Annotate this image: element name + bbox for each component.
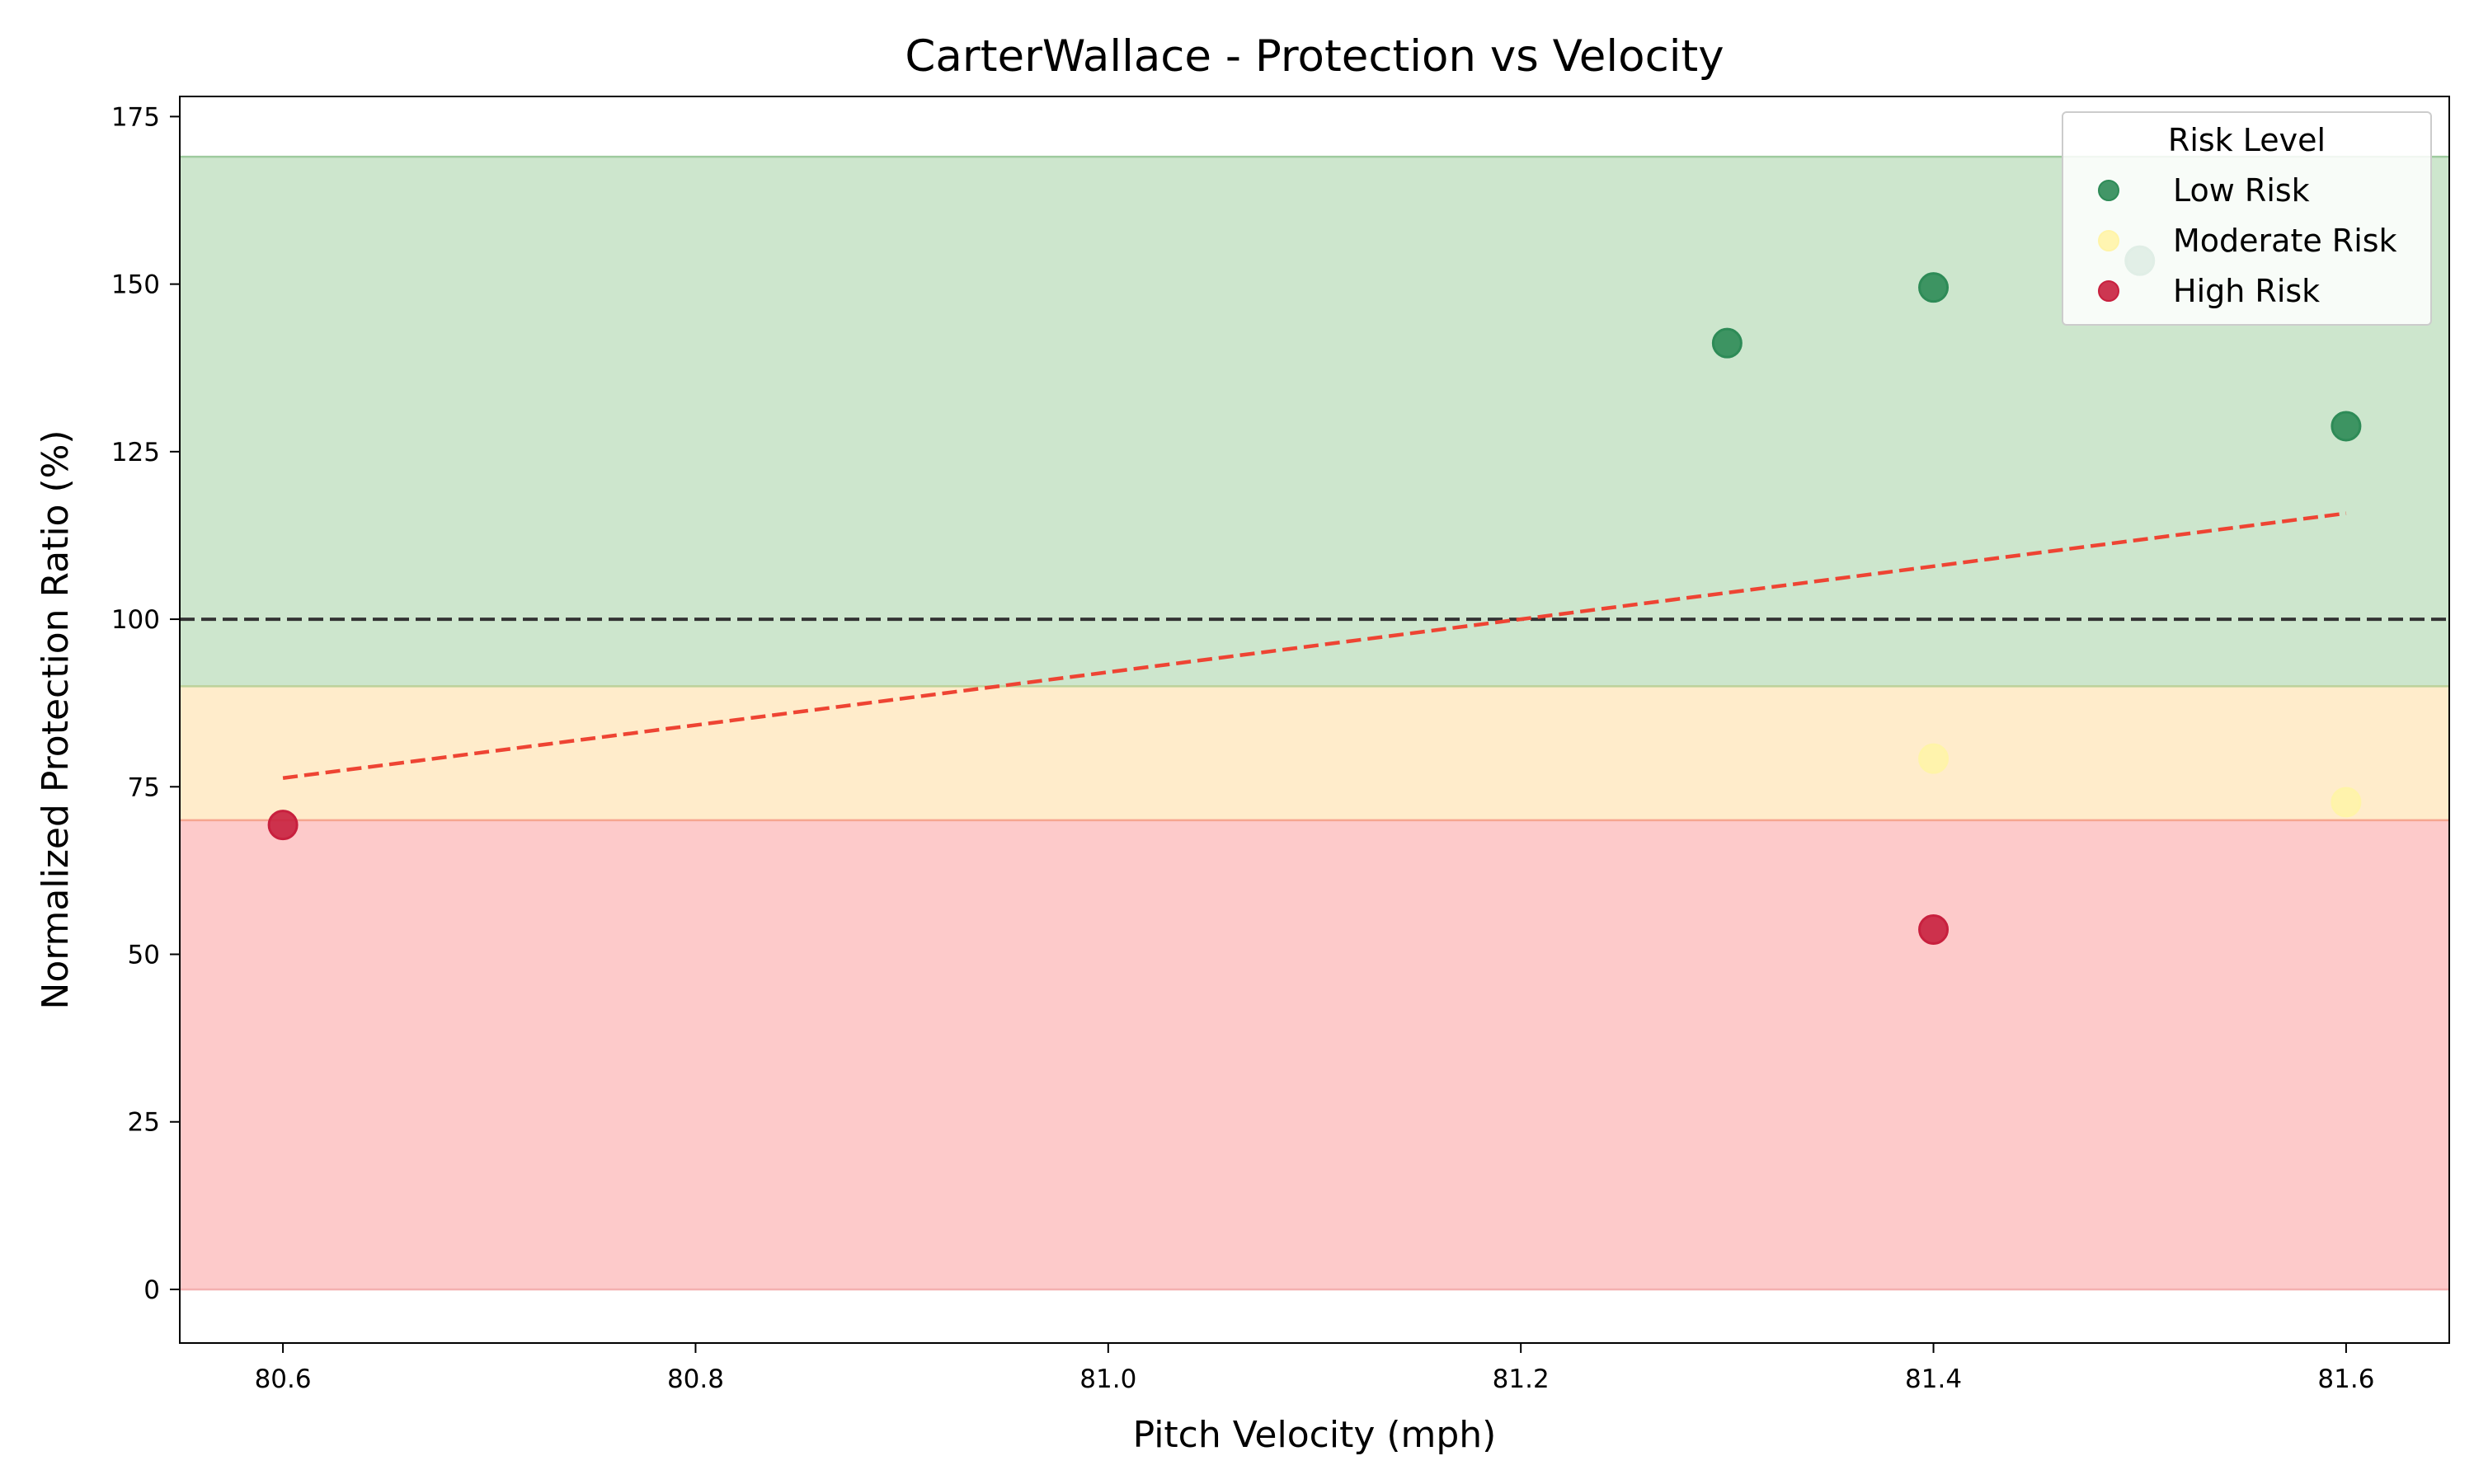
y-tick-label: 100 (111, 605, 160, 635)
x-tick-label: 80.6 (255, 1364, 312, 1394)
x-tick-label: 81.6 (2317, 1364, 2374, 1394)
x-axis-ticks: 80.6 80.8 81.0 81.2 81.4 81.6 (255, 1343, 2374, 1394)
point-moderate-risk-1 (2331, 787, 2362, 818)
point-high-risk-0 (267, 810, 299, 841)
x-tick-label: 81.4 (1905, 1364, 1962, 1394)
legend-label: Low Risk (2173, 172, 2310, 209)
chart-title: CarterWallace - Protection vs Velocity (905, 31, 1724, 82)
legend-label: Moderate Risk (2173, 223, 2397, 259)
trend-line (282, 511, 2347, 780)
point-low-risk-0 (1711, 327, 1743, 359)
y-tick-label: 0 (143, 1275, 160, 1305)
y-tick-label: 25 (128, 1108, 160, 1138)
risk-bands (180, 155, 2449, 1291)
band-0 (180, 819, 2449, 1289)
x-axis-label: Pitch Velocity (mph) (1133, 1414, 1497, 1456)
x-tick-label: 81.2 (1493, 1364, 1550, 1394)
legend: Risk Level Low Risk Moderate Risk High Ris… (2062, 111, 2432, 326)
point-high-risk-1 (1918, 913, 1950, 945)
y-tick-label: 50 (128, 941, 160, 970)
legend-marker-high-risk (2098, 280, 2119, 302)
y-tick-label: 175 (111, 102, 160, 132)
x-tick-label: 80.8 (667, 1364, 724, 1394)
plot-frame (179, 96, 2450, 1344)
legend-label: High Risk (2173, 273, 2320, 309)
point-low-risk-3 (2331, 411, 2362, 442)
y-tick-label: 125 (111, 438, 160, 467)
y-axis-ticks: 0 25 50 75 100 125 150 175 (111, 102, 180, 1305)
y-tick-label: 150 (111, 270, 160, 300)
legend-box (2062, 111, 2432, 326)
legend-marker-low-risk (2098, 180, 2119, 201)
y-axis-label: Normalized Protection Ratio (%) (35, 430, 77, 1009)
legend-items: Low Risk Moderate Risk High Risk (2098, 172, 2397, 309)
point-moderate-risk-0 (1918, 743, 1950, 774)
y-tick-label: 75 (128, 773, 160, 802)
band-1 (180, 686, 2449, 820)
legend-marker-moderate-risk (2098, 230, 2119, 251)
point-low-risk-1 (1918, 272, 1950, 303)
legend-title: Risk Level (2168, 122, 2326, 158)
x-tick-label: 81.0 (1079, 1364, 1136, 1394)
